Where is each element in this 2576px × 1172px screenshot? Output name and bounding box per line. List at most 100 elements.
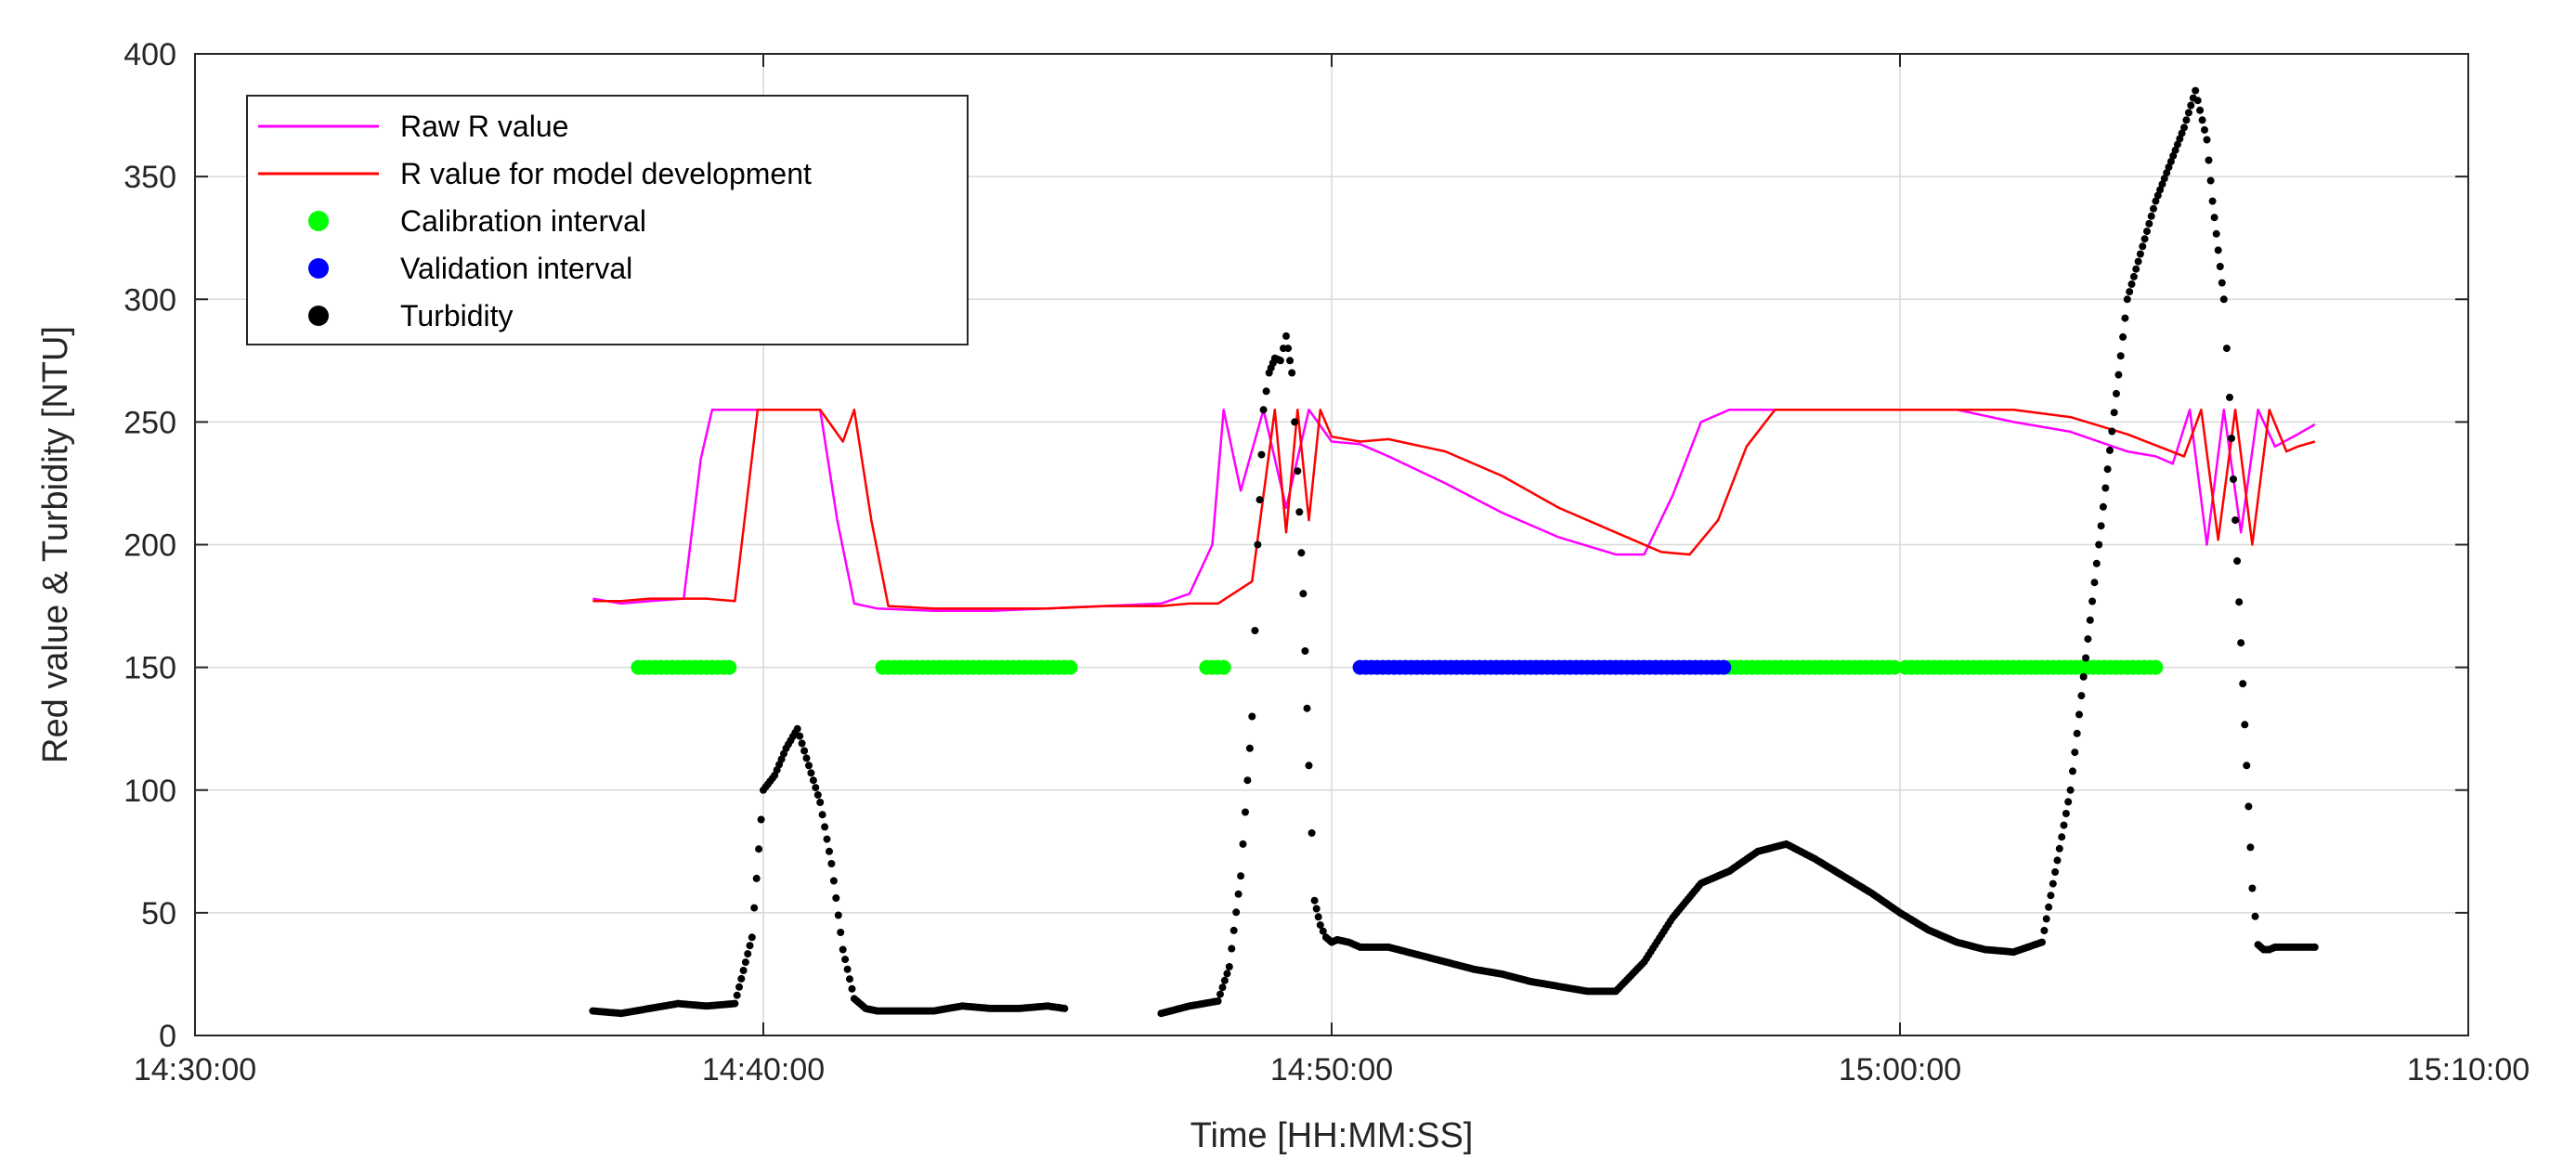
turbidity-point	[2176, 135, 2184, 143]
turbidity-point	[731, 999, 739, 1008]
turbidity-point	[1237, 872, 1245, 880]
turbidity-point	[1301, 647, 1309, 655]
turbidity-point	[2196, 106, 2205, 114]
y-tick-label: 100	[124, 774, 176, 809]
turbidity-point	[2126, 288, 2134, 296]
turbidity-point	[2045, 903, 2053, 911]
x-tick-label: 14:30:00	[134, 1052, 256, 1087]
turbidity-point	[2241, 721, 2249, 729]
turbidity-point	[1312, 905, 1321, 913]
turbidity-point	[1245, 744, 1254, 752]
turbidity-point	[807, 769, 815, 777]
turbidity-point	[1234, 890, 1242, 898]
turbidity-point	[1243, 776, 1252, 785]
turbidity-point	[2163, 169, 2171, 177]
turbidity-point	[1218, 983, 1227, 992]
x-tick-label: 15:00:00	[1839, 1052, 1961, 1087]
turbidity-point	[793, 724, 801, 733]
turbidity-point	[796, 732, 804, 740]
turbidity-point	[1262, 387, 1270, 396]
turbidity-point	[1316, 921, 1324, 930]
turbidity-point	[2108, 427, 2116, 436]
turbidity-point	[2139, 242, 2147, 251]
turbidity-point	[2127, 280, 2136, 288]
turbidity-point	[2058, 833, 2066, 841]
turbidity-point	[2192, 86, 2200, 95]
series-group	[592, 408, 2316, 613]
turbidity-point	[733, 991, 741, 999]
turbidity-point	[2201, 125, 2208, 134]
turbidity-point	[2049, 879, 2057, 888]
turbidity-point	[2152, 197, 2160, 205]
calibration-interval-dot	[1216, 659, 1231, 675]
turbidity-point	[809, 776, 817, 785]
turbidity-point	[746, 942, 754, 950]
turbidity-point	[1288, 369, 1296, 377]
turbidity-point	[1308, 829, 1316, 837]
legend: Raw R value R value for model development…	[246, 95, 969, 345]
turbidity-point	[2114, 371, 2123, 379]
turbidity-point	[739, 967, 748, 974]
turbidity-point	[1297, 549, 1306, 557]
turbidity-point	[2073, 729, 2081, 737]
turbidity-point	[2187, 101, 2195, 110]
turbidity-point	[1254, 540, 1262, 549]
turbidity-point	[1229, 926, 1238, 934]
turbidity-point	[812, 784, 820, 792]
y-axis-label: Red value & Turbidity [NTU]	[36, 326, 75, 763]
turbidity-point	[2212, 229, 2220, 238]
calibration-interval-dot	[1886, 659, 1902, 675]
turbidity-point	[2113, 389, 2120, 397]
turbidity-point	[818, 811, 826, 819]
turbidity-point	[2053, 856, 2062, 865]
turbidity-point	[1305, 762, 1313, 770]
calibration-interval-dot	[1062, 659, 1078, 675]
legend-label-validation-interval: Validation interval	[400, 252, 632, 285]
turbidity-point	[1310, 896, 1319, 905]
calibration-interval-dot	[722, 659, 737, 675]
turbidity-point	[2214, 246, 2222, 254]
turbidity-point	[2123, 295, 2131, 304]
turbidity-point	[2246, 843, 2255, 852]
turbidity-point	[1295, 508, 1304, 516]
turbidity-point	[2184, 109, 2192, 117]
turbidity-point	[2310, 943, 2319, 951]
turbidity-point	[2219, 295, 2228, 304]
y-tick-label: 150	[124, 651, 176, 686]
turbidity-point	[841, 956, 850, 964]
y-tick-label: 50	[141, 896, 176, 931]
turbidity-point	[829, 877, 838, 885]
turbidity-point	[2064, 798, 2073, 806]
turbidity-point	[2206, 176, 2215, 185]
turbidity-point	[2088, 597, 2097, 606]
turbidity-point	[2060, 821, 2068, 829]
turbidity-point	[1282, 332, 1290, 340]
turbidity-point	[2237, 639, 2245, 647]
raw-r-value-line	[592, 408, 2316, 613]
validation-interval-dot	[1716, 659, 1732, 675]
turbidity-point	[1225, 963, 1233, 970]
turbidity-point	[2132, 265, 2140, 273]
turbidity-point	[2095, 540, 2103, 549]
turbidity-point	[1284, 345, 1293, 353]
turbidity-point	[2243, 762, 2251, 770]
turbidity-point	[2103, 465, 2112, 474]
turbidity-point	[1214, 997, 1222, 1005]
turbidity-point	[1242, 808, 1249, 816]
turbidity-point	[2077, 692, 2086, 700]
turbidity-point	[2066, 786, 2075, 794]
turbidity-point	[2040, 927, 2049, 934]
turbidity-point	[834, 911, 842, 919]
turbidity-point	[1257, 450, 1266, 459]
turbidity-point	[2165, 163, 2173, 171]
turbidity-point	[750, 904, 759, 912]
axis-ticks: 14:30:00 14:40:00 14:50:00 15:00:00 15:10:00…	[124, 37, 2530, 1087]
turbidity-point	[2136, 250, 2144, 258]
turbidity-point	[846, 975, 853, 983]
interval-group	[631, 659, 2164, 675]
turbidity-point	[1223, 970, 1231, 978]
turbidity-point	[2205, 156, 2213, 164]
turbidity-point	[2239, 680, 2247, 688]
turbidity-point	[2180, 124, 2188, 132]
turbidity-point	[2069, 767, 2076, 775]
